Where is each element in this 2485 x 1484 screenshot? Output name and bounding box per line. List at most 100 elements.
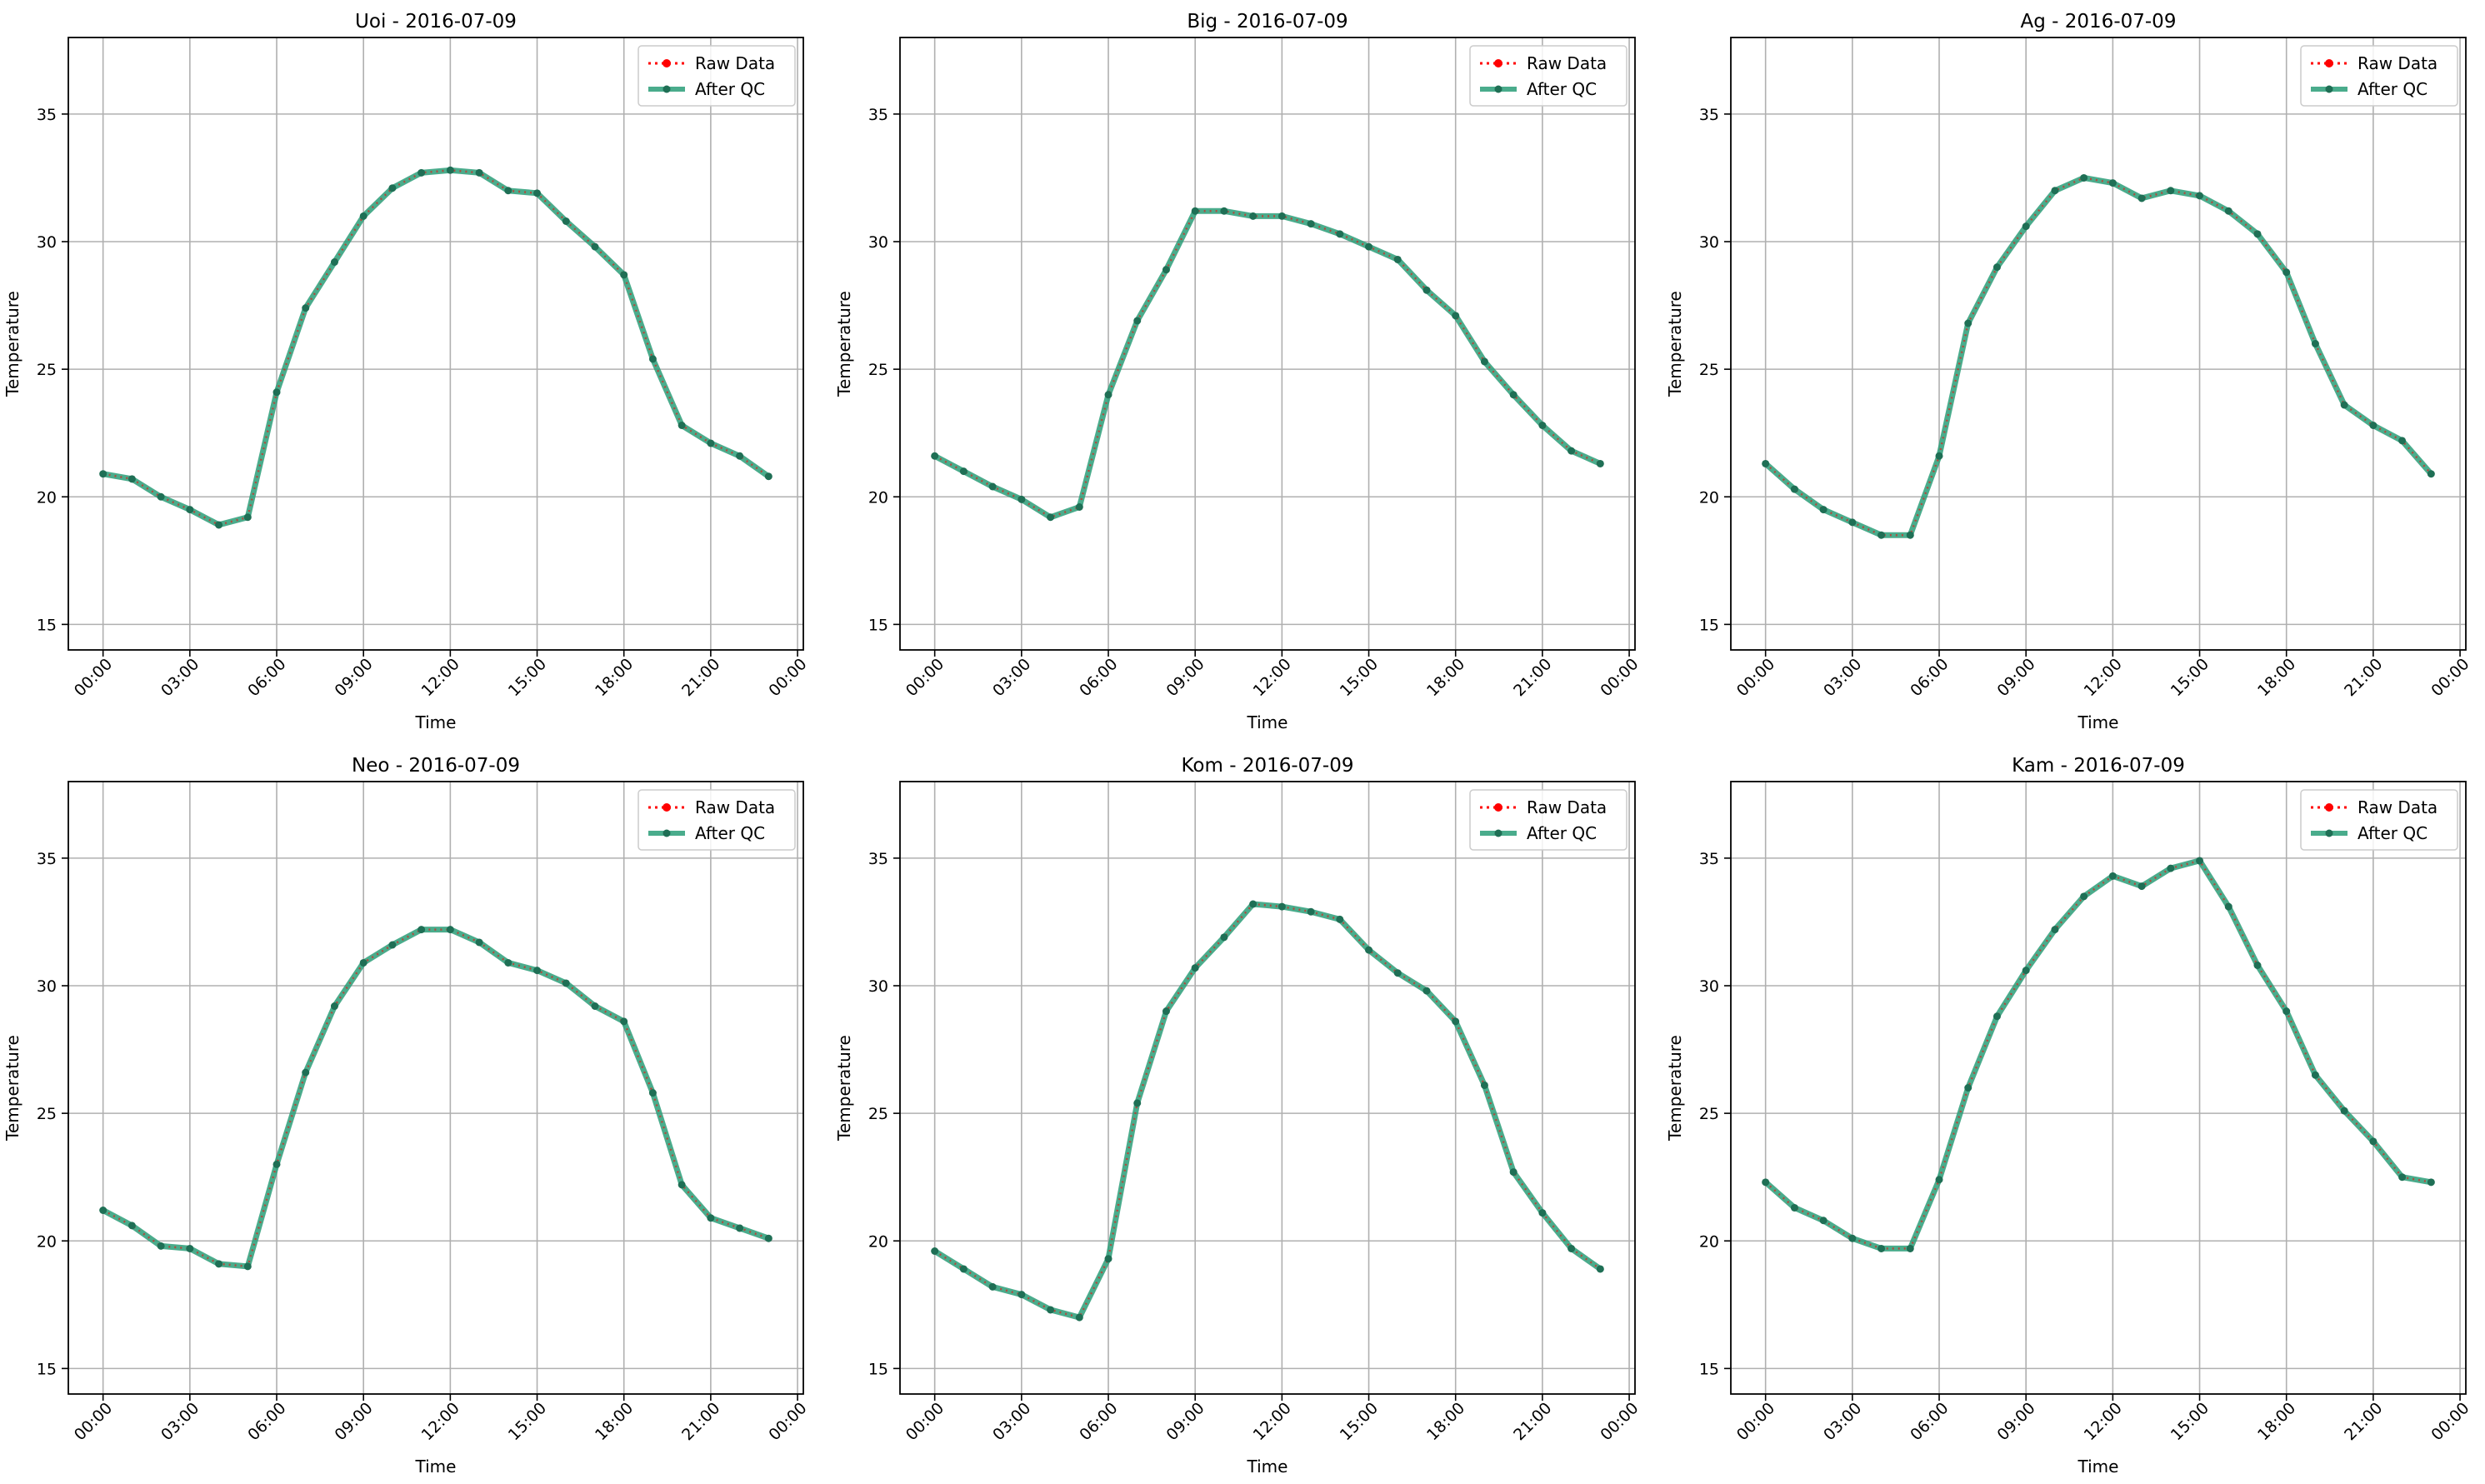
y-tick-label: 25	[868, 1105, 888, 1123]
x-tick-label: 00:00	[902, 1399, 948, 1444]
y-tick-label: 30	[37, 233, 57, 252]
data-point-after-qc	[620, 1017, 628, 1026]
data-point-after-qc	[1790, 485, 1798, 493]
chart-panel-4: 15 20 25 30 35 00:00 03:00 06:00 09:00 12:00 15:00…	[2, 755, 811, 1477]
data-point-after-qc	[1104, 391, 1112, 399]
x-tick-label: 06:00	[1076, 655, 1121, 700]
data-point-after-qc	[446, 166, 454, 174]
x-tick-label: 15:00	[2168, 1399, 2212, 1444]
data-point-after-qc	[2398, 437, 2407, 445]
data-point-after-qc	[504, 187, 512, 195]
data-point-after-qc	[157, 492, 165, 501]
legend-label-after-qc: After QC	[695, 79, 765, 99]
legend-marker-after-qc	[1494, 85, 1502, 93]
chart-panel-6: 15 20 25 30 35 00:00 03:00 06:00 09:00 12:00 15:00…	[1665, 755, 2473, 1477]
data-point-after-qc	[1509, 391, 1518, 399]
y-tick-label: 30	[1699, 233, 1719, 252]
x-tick-label: 18:00	[592, 655, 637, 700]
x-tick-label: 21:00	[678, 1399, 723, 1444]
x-tick-label: 00:00	[1733, 1399, 1778, 1444]
x-tick-label: 00:00	[902, 655, 948, 700]
data-point-after-qc	[2311, 1071, 2319, 1079]
x-tick-label: 09:00	[331, 655, 376, 700]
y-tick-label: 15	[37, 616, 57, 634]
data-point-after-qc	[2196, 192, 2204, 200]
y-axis-label: Temperature	[834, 1035, 854, 1142]
data-point-after-qc	[475, 168, 483, 177]
data-point-after-qc	[2108, 872, 2117, 880]
data-point-after-qc	[1162, 1007, 1170, 1016]
data-point-after-qc	[186, 506, 194, 514]
data-point-after-qc	[2108, 179, 2117, 187]
x-tick-label: 09:00	[1162, 1399, 1208, 1444]
y-axis-label: Temperature	[1665, 291, 1685, 397]
legend-label-raw-data: Raw Data	[695, 53, 775, 73]
data-point-after-qc	[99, 470, 108, 478]
legend-label-after-qc: After QC	[695, 823, 765, 843]
grid	[1731, 37, 2466, 650]
legend-label-raw-data: Raw Data	[2358, 797, 2438, 817]
data-point-after-qc	[1906, 1244, 1914, 1252]
data-point-after-qc	[1047, 1306, 1055, 1314]
chart-panel-3: 15 20 25 30 35 00:00 03:00 06:00 09:00 12:00 15:00…	[1665, 11, 2473, 732]
data-point-after-qc	[1848, 518, 1857, 527]
data-point-after-qc	[1307, 220, 1315, 228]
x-tick-label: 12:00	[418, 1399, 463, 1444]
x-tick-label: 12:00	[2081, 655, 2126, 700]
y-tick-label: 15	[37, 1360, 57, 1378]
series-line-after-qc	[1762, 857, 2434, 1252]
x-tick-label: 00:00	[1733, 655, 1778, 700]
data-point-after-qc	[1307, 907, 1315, 916]
axes-frame	[68, 37, 804, 651]
legend-label-after-qc: After QC	[2358, 823, 2428, 843]
data-point-after-qc	[186, 1244, 194, 1252]
x-tick-label: 12:00	[1250, 655, 1295, 700]
data-point-after-qc	[591, 242, 599, 251]
chart-panel-1: 15 20 25 30 35 00:00 03:00 06:00 09:00 12:00 15:00…	[2, 11, 811, 732]
data-point-after-qc	[2080, 173, 2088, 182]
chart-panel-5: 15 20 25 30 35 00:00 03:00 06:00 09:00 12:00 15:00…	[834, 755, 1642, 1477]
data-point-after-qc	[736, 452, 744, 460]
x-tick-label: 09:00	[1993, 655, 2038, 700]
x-tick-label: 00:00	[71, 1399, 116, 1444]
data-point-after-qc	[591, 1002, 599, 1010]
data-point-after-qc	[359, 958, 368, 967]
chart-title: Big - 2016-07-09	[1187, 11, 1348, 32]
data-point-after-qc	[2022, 967, 2030, 975]
x-axis-label: Time	[415, 1457, 457, 1477]
data-point-after-qc	[1104, 1255, 1112, 1263]
data-point-after-qc	[533, 967, 542, 975]
y-axis-label: Temperature	[1665, 1035, 1685, 1142]
x-tick-label: 21:00	[2341, 1399, 2386, 1444]
data-point-after-qc	[1480, 357, 1488, 366]
x-tick-label: 06:00	[244, 1399, 289, 1444]
data-point-after-qc	[243, 513, 252, 522]
x-axis-label: Time	[415, 712, 457, 732]
data-point-after-qc	[215, 1260, 223, 1268]
chart-title: Uoi - 2016-07-09	[355, 11, 517, 32]
data-point-after-qc	[1018, 1291, 1026, 1299]
data-point-after-qc	[1964, 319, 1972, 327]
x-tick-label: 00:00	[765, 655, 810, 700]
legend-label-raw-data: Raw Data	[1527, 797, 1607, 817]
series-line-raw-data	[934, 210, 1601, 519]
series-line-after-qc	[1762, 174, 2434, 538]
data-point-after-qc	[272, 1160, 281, 1168]
axes-frame	[1730, 37, 2467, 651]
y-tick-label: 30	[868, 977, 888, 996]
data-point-after-qc	[215, 521, 223, 529]
y-tick-label: 35	[868, 106, 888, 124]
x-tick-label: 12:00	[2081, 1399, 2126, 1444]
x-tick-label: 06:00	[1076, 1399, 1121, 1444]
y-tick-label: 35	[37, 106, 57, 124]
x-tick-label: 00:00	[2428, 655, 2472, 700]
chart-title: Neo - 2016-07-09	[352, 755, 520, 777]
legend-label-raw-data: Raw Data	[695, 797, 775, 817]
series-line-after-qc	[932, 207, 1603, 521]
x-tick-label: 21:00	[1510, 655, 1555, 700]
x-tick-label: 03:00	[989, 655, 1034, 700]
data-point-after-qc	[2138, 194, 2146, 202]
legend-label-after-qc: After QC	[1527, 79, 1597, 99]
y-tick-label: 25	[868, 361, 888, 379]
data-point-after-qc	[1220, 207, 1228, 215]
